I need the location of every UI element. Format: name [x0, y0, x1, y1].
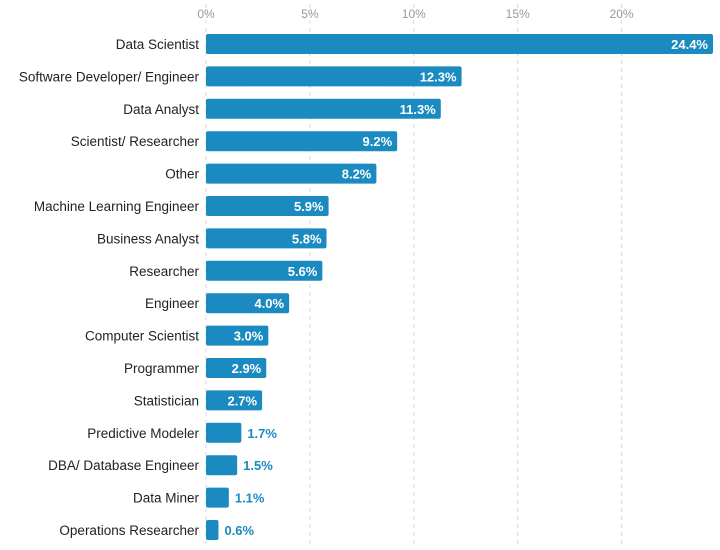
bar: [206, 325, 269, 346]
x-tick-label: 15%: [506, 7, 530, 21]
value-label: 1.5%: [243, 458, 273, 473]
category-label: Data Miner: [133, 491, 200, 506]
bars: [206, 34, 713, 540]
value-label: 1.7%: [247, 426, 277, 441]
bar: [206, 196, 329, 216]
category-label: Business Analyst: [97, 231, 199, 246]
bar: [206, 98, 441, 119]
bar: [206, 487, 229, 508]
category-label: Researcher: [129, 264, 199, 279]
value-label: 1.1%: [235, 491, 265, 506]
value-label: 2.7%: [227, 393, 257, 408]
value-label: 24.4%: [671, 37, 708, 52]
x-tick-label: 20%: [610, 7, 634, 21]
value-label: 4.0%: [254, 296, 284, 311]
bar: [206, 260, 323, 281]
category-label: Statistician: [134, 393, 199, 408]
category-label: Other: [165, 167, 199, 182]
value-label: 0.6%: [224, 523, 254, 538]
value-label: 5.9%: [294, 199, 324, 214]
bar: [206, 228, 327, 249]
value-label: 11.3%: [400, 102, 437, 117]
value-label: 8.2%: [342, 167, 372, 182]
category-label: Operations Researcher: [59, 523, 199, 538]
category-label: Computer Scientist: [85, 329, 199, 344]
bar: [206, 34, 713, 54]
gridlines: [205, 4, 623, 545]
value-labels: 24.4% 12.3% 11.3% 9.2% 8.2% 5.9% 5.8% 5.6% 4.0% 3…: [224, 37, 708, 538]
x-axis-ticks: 0% 5% 10% 15% 20%: [197, 7, 634, 21]
category-label: Predictive Modeler: [87, 426, 199, 441]
bar: [206, 422, 242, 443]
value-label: 9.2%: [363, 134, 393, 149]
bar: [206, 520, 219, 540]
bar: [206, 455, 238, 476]
bar: [206, 293, 290, 314]
x-tick-label: 10%: [402, 7, 426, 21]
category-label: Engineer: [145, 296, 200, 311]
category-label: Machine Learning Engineer: [34, 199, 200, 214]
bar: [206, 131, 398, 152]
x-tick-label: 5%: [301, 7, 319, 21]
category-label: Programmer: [124, 361, 200, 376]
category-label: DBA/ Database Engineer: [48, 458, 199, 473]
value-label: 5.6%: [288, 264, 318, 279]
category-label: Scientist/ Researcher: [71, 134, 200, 149]
bar: [206, 66, 462, 87]
value-label: 2.9%: [232, 361, 262, 376]
bar: [206, 358, 267, 378]
x-tick-label: 0%: [197, 7, 215, 21]
category-label: Data Scientist: [116, 37, 200, 52]
bar: [206, 390, 263, 411]
value-label: 5.8%: [292, 231, 322, 246]
category-label: Data Analyst: [123, 102, 199, 117]
category-label: Software Developer/ Engineer: [19, 69, 200, 84]
category-labels: Data Scientist Software Developer/ Engine…: [19, 37, 200, 538]
value-label: 3.0%: [234, 329, 264, 344]
bar: [206, 163, 377, 184]
value-label: 12.3%: [420, 69, 457, 84]
